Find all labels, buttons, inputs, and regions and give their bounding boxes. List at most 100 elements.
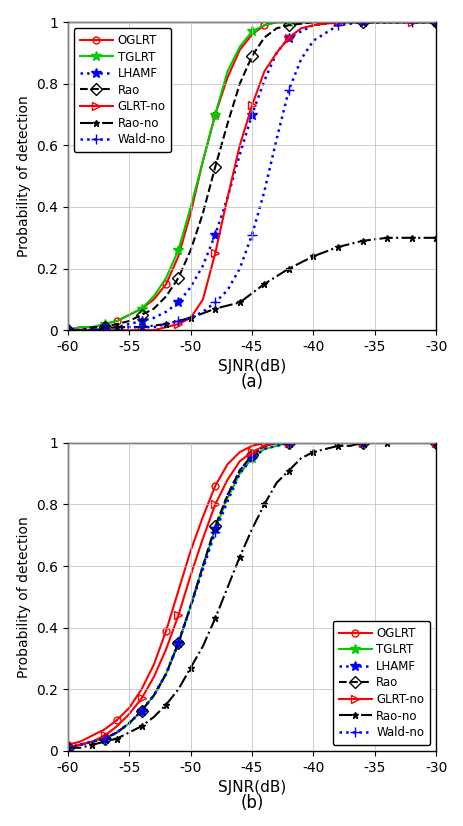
- LHAMF: [102, 322, 107, 332]
- Rao-no: [89, 325, 95, 335]
- TGLRT: [188, 202, 193, 212]
- OGLRT: [114, 316, 119, 326]
- LHAMF: [200, 260, 205, 270]
- Wald-no: [224, 496, 230, 506]
- OGLRT: [237, 447, 242, 457]
- Rao: [408, 438, 413, 448]
- LHAMF: [286, 438, 291, 448]
- Rao: [237, 78, 242, 88]
- LHAMF: [114, 322, 119, 332]
- GLRT-no: [261, 441, 267, 451]
- Rao: [224, 119, 230, 129]
- LHAMF: [273, 48, 279, 58]
- LHAMF: [249, 450, 254, 460]
- Wald-no: [114, 325, 119, 335]
- Rao: [383, 438, 389, 448]
- OGLRT: [102, 319, 107, 329]
- Wald-no: [188, 313, 193, 323]
- Rao-no: [432, 233, 438, 243]
- GLRT-no: [89, 325, 95, 335]
- Rao: [151, 691, 156, 700]
- Wald-no: [408, 17, 413, 27]
- GLRT-no: [102, 730, 107, 740]
- Rao-no: [371, 438, 377, 448]
- Rao: [114, 319, 119, 329]
- TGLRT: [163, 669, 169, 679]
- OGLRT: [138, 684, 144, 694]
- Rao: [163, 292, 169, 301]
- OGLRT: [237, 45, 242, 55]
- TGLRT: [359, 438, 364, 448]
- Rao: [175, 273, 181, 282]
- GLRT-no: [200, 294, 205, 304]
- Rao: [188, 245, 193, 255]
- Rao-no: [89, 740, 95, 750]
- GLRT-no: [383, 438, 389, 448]
- GLRT-no: [432, 17, 438, 27]
- LHAMF: [212, 230, 218, 240]
- GLRT-no: [310, 21, 315, 31]
- Rao-no: [383, 233, 389, 243]
- Rao: [126, 316, 132, 326]
- GLRT-no: [237, 140, 242, 150]
- Line: GLRT-no: GLRT-no: [63, 18, 439, 335]
- GLRT-no: [298, 23, 303, 33]
- Wald-no: [249, 453, 254, 463]
- Rao: [77, 740, 83, 750]
- LHAMF: [237, 466, 242, 476]
- Wald-no: [102, 733, 107, 743]
- Rao-no: [310, 251, 315, 261]
- OGLRT: [383, 17, 389, 27]
- GLRT-no: [151, 325, 156, 335]
- Rao-no: [347, 441, 352, 451]
- Wald-no: [175, 316, 181, 326]
- LHAMF: [408, 438, 413, 448]
- GLRT-no: [273, 48, 279, 58]
- Wald-no: [249, 230, 254, 240]
- Line: TGLRT: TGLRT: [63, 17, 440, 335]
- OGLRT: [310, 17, 315, 27]
- OGLRT: [334, 438, 340, 448]
- TGLRT: [102, 319, 107, 329]
- Rao: [383, 17, 389, 27]
- GLRT-no: [163, 644, 169, 654]
- LHAMF: [224, 192, 230, 202]
- OGLRT: [273, 438, 279, 448]
- Wald-no: [102, 325, 107, 335]
- GLRT-no: [163, 322, 169, 332]
- GLRT-no: [408, 438, 413, 448]
- Text: (b): (b): [240, 794, 263, 812]
- TGLRT: [89, 322, 95, 332]
- Rao-no: [237, 552, 242, 562]
- Wald-no: [273, 441, 279, 451]
- Wald-no: [334, 438, 340, 448]
- Rao: [286, 438, 291, 448]
- Rao-no: [273, 478, 279, 488]
- Wald-no: [89, 325, 95, 335]
- TGLRT: [212, 525, 218, 534]
- Line: Wald-no: Wald-no: [63, 438, 440, 752]
- OGLRT: [359, 438, 364, 448]
- GLRT-no: [151, 672, 156, 682]
- LHAMF: [89, 325, 95, 335]
- X-axis label: SJNR(dB): SJNR(dB): [218, 359, 286, 374]
- Rao: [249, 450, 254, 460]
- GLRT-no: [249, 447, 254, 457]
- OGLRT: [212, 110, 218, 120]
- Rao: [261, 32, 267, 42]
- Rao: [359, 17, 364, 27]
- TGLRT: [261, 21, 267, 31]
- LHAMF: [261, 76, 267, 86]
- OGLRT: [334, 17, 340, 27]
- Rao-no: [298, 453, 303, 463]
- GLRT-no: [249, 101, 254, 111]
- Rao-no: [383, 438, 389, 448]
- LHAMF: [408, 17, 413, 27]
- OGLRT: [408, 438, 413, 448]
- TGLRT: [138, 304, 144, 314]
- GLRT-no: [138, 325, 144, 335]
- TGLRT: [334, 438, 340, 448]
- TGLRT: [359, 17, 364, 27]
- Wald-no: [432, 17, 438, 27]
- GLRT-no: [114, 325, 119, 335]
